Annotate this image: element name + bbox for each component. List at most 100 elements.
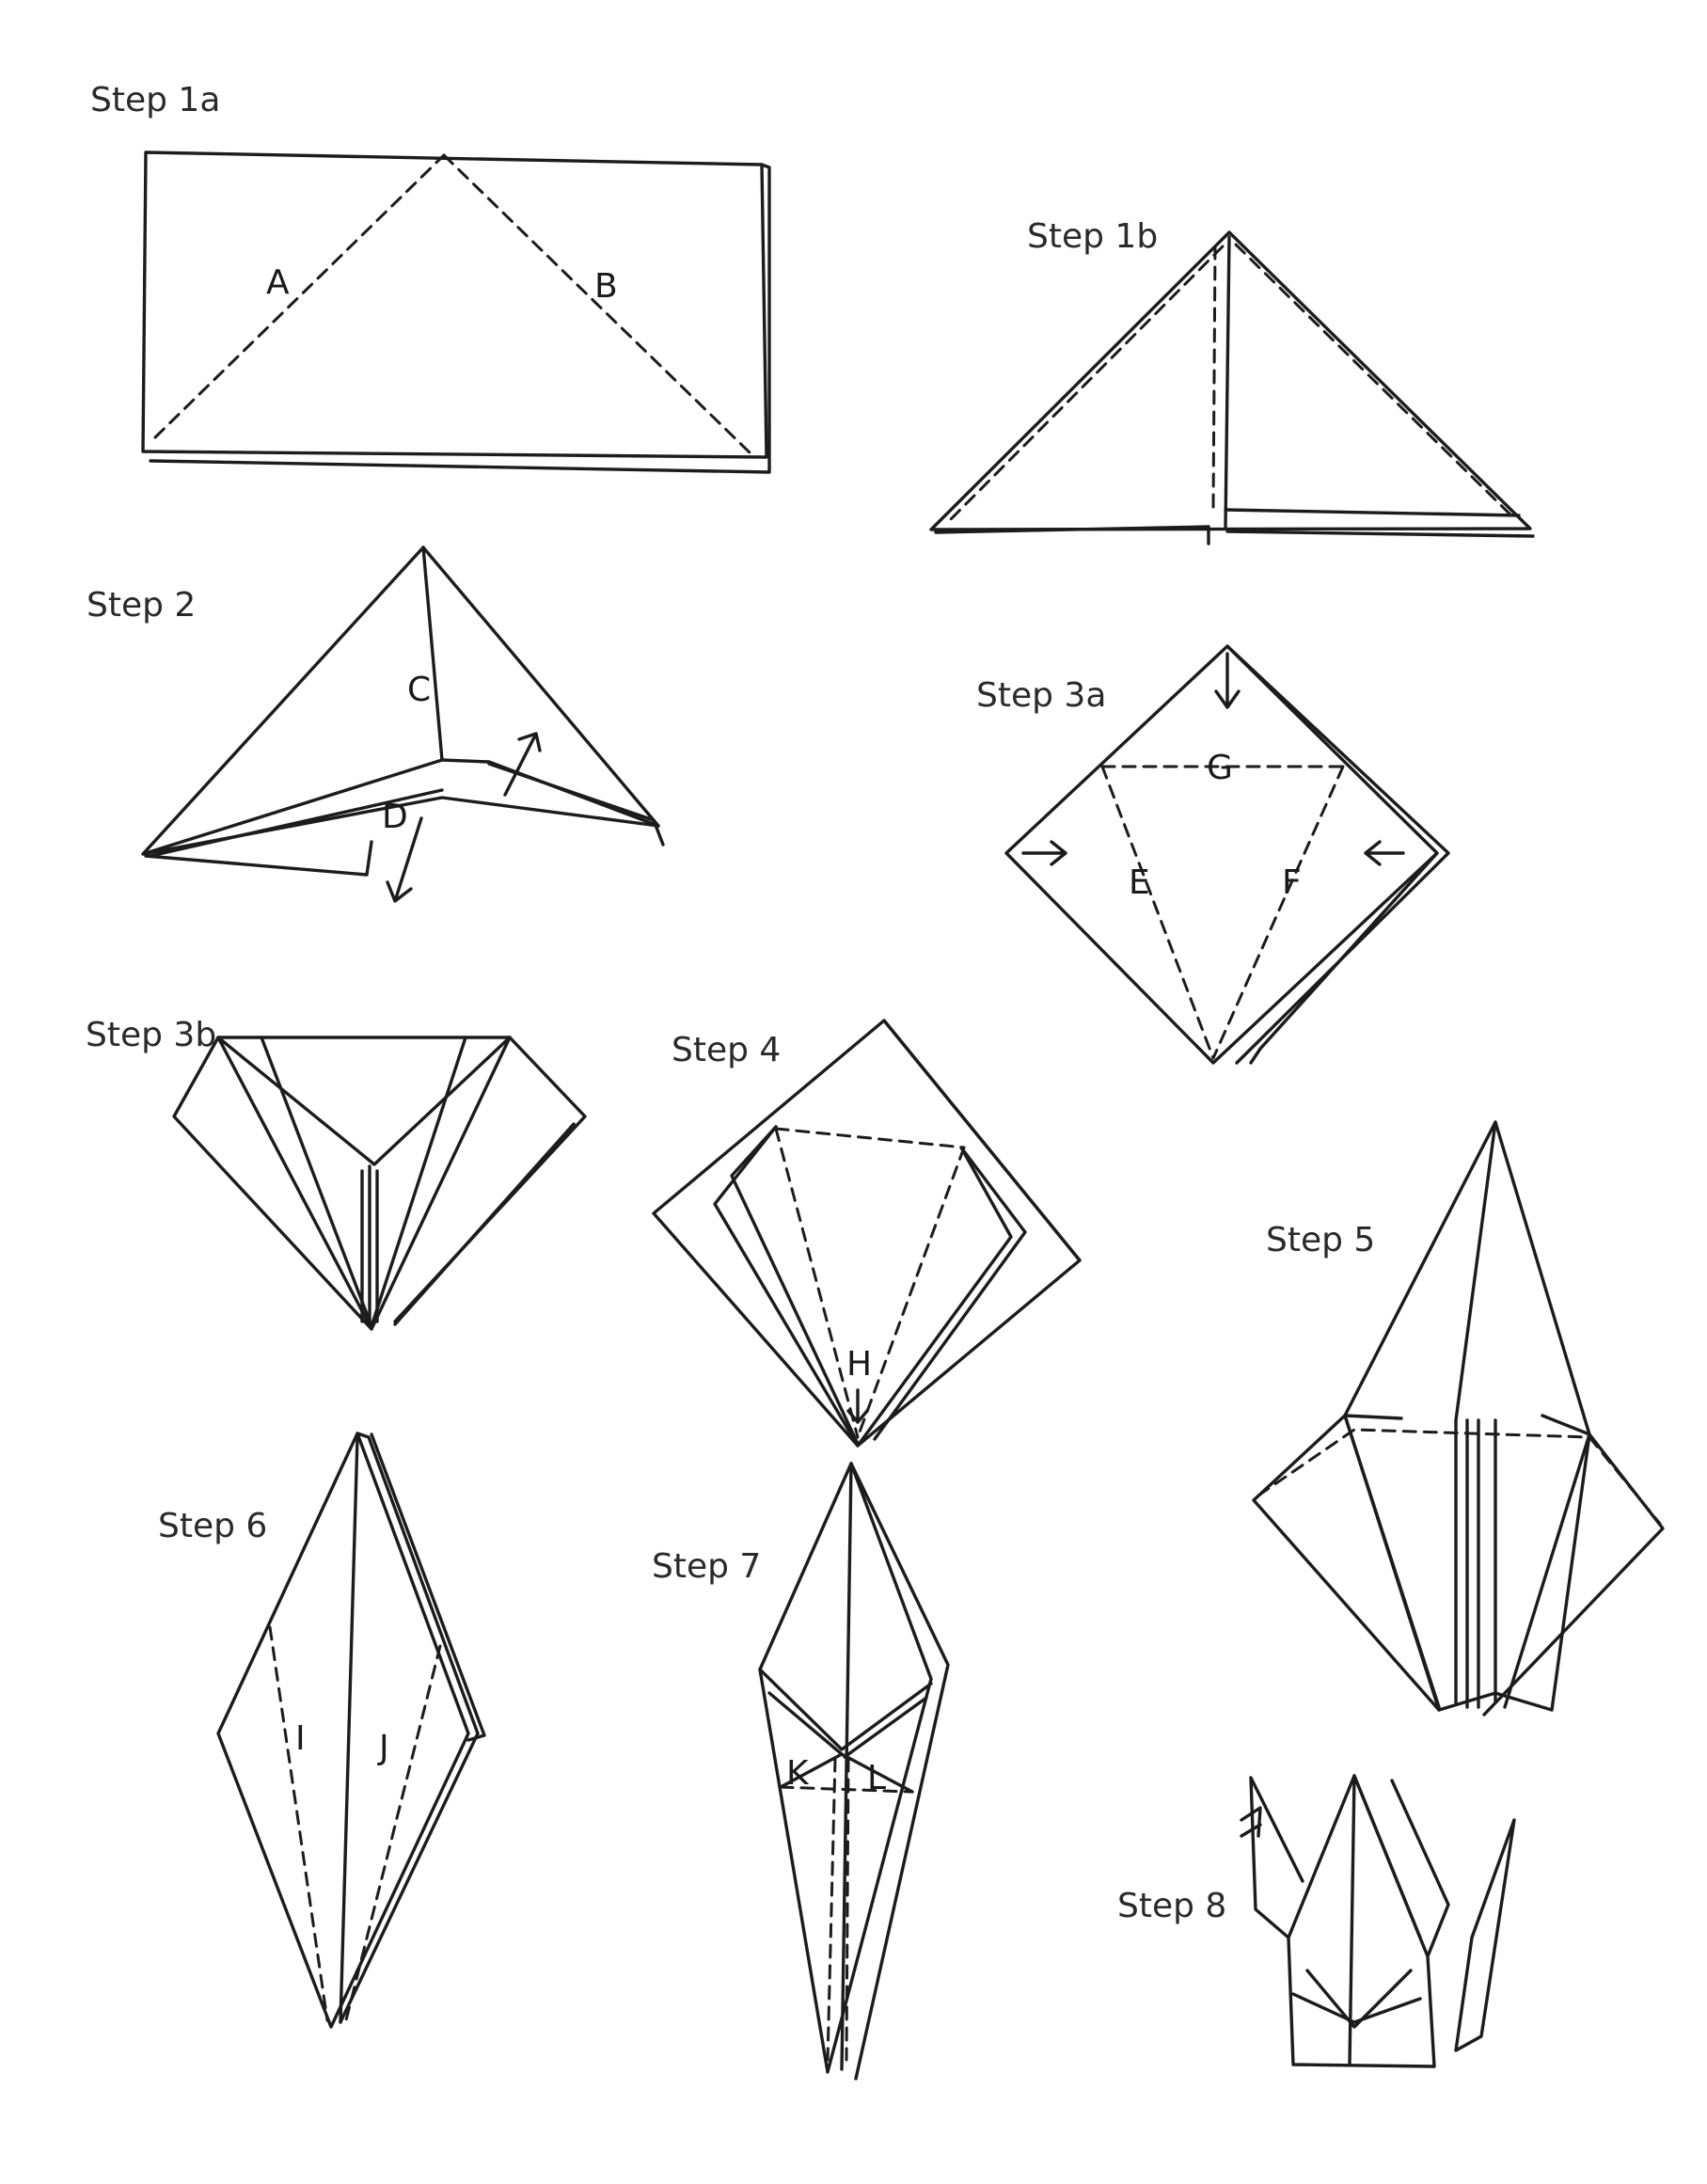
fold-line-a bbox=[153, 153, 446, 439]
fold-line-left bbox=[774, 1127, 860, 1439]
fold-label-l: L bbox=[867, 1759, 886, 1797]
arrow-left bbox=[1364, 840, 1405, 866]
preliminary-base-square bbox=[1004, 644, 1439, 1065]
right-flap-edge bbox=[873, 1146, 1027, 1441]
body-lower-folds bbox=[1291, 1992, 1422, 2024]
fold-label-e: E bbox=[1129, 863, 1150, 902]
crease-c bbox=[421, 546, 444, 762]
fold-line-i bbox=[268, 1625, 329, 2022]
step-1a-diagram: Step 1a A B bbox=[90, 81, 771, 474]
back-layer bbox=[849, 1462, 950, 2081]
fold-line-kl bbox=[779, 1785, 912, 1794]
back-layer-edge bbox=[393, 1122, 576, 1326]
step-3b-diagram: Step 3b bbox=[86, 1016, 587, 1331]
arrow-up-right bbox=[503, 732, 542, 797]
narrowed-kite bbox=[758, 1462, 933, 2074]
step-6-title: Step 6 bbox=[158, 1507, 267, 1545]
crease-d-upper bbox=[141, 758, 444, 856]
inner-v bbox=[216, 1036, 512, 1166]
top-right-edge bbox=[882, 1019, 1082, 1262]
fold-line-right bbox=[856, 1146, 966, 1439]
step-6-diagram: Step 6 I J bbox=[158, 1432, 486, 2029]
fold-label-a: A bbox=[266, 263, 290, 302]
fold-line-center bbox=[1211, 245, 1217, 510]
inner-flap-edges bbox=[767, 1691, 928, 1759]
paper-back-layer bbox=[149, 163, 771, 474]
fold-line-top bbox=[774, 1127, 966, 1149]
step-5-title: Step 5 bbox=[1266, 1221, 1375, 1259]
step-1a-title: Step 1a bbox=[90, 81, 220, 119]
back-layer-edge bbox=[1225, 644, 1450, 1065]
fold-line-b bbox=[442, 153, 752, 455]
fold-line-center bbox=[826, 1757, 850, 2062]
fold-label-g: G bbox=[1207, 749, 1233, 787]
step-7-diagram: Step 7 K L bbox=[652, 1462, 950, 2081]
back-layer bbox=[487, 762, 665, 847]
step-2-diagram: Step 2 C D bbox=[87, 546, 665, 903]
step-8-diagram: Step 8 bbox=[1117, 1774, 1516, 2068]
left-wing bbox=[172, 1036, 373, 1331]
arrow-down-left bbox=[386, 816, 423, 903]
wing-edges bbox=[1343, 1414, 1591, 1436]
arrow-down bbox=[1214, 652, 1241, 709]
step-3a-title: Step 3a bbox=[976, 676, 1106, 715]
paper-rectangle bbox=[141, 150, 768, 459]
center-crease bbox=[1224, 235, 1231, 529]
lower-flap bbox=[934, 525, 1210, 546]
step-8-title: Step 8 bbox=[1117, 1887, 1226, 1925]
tail bbox=[1454, 1818, 1516, 2052]
fold-label-b: B bbox=[594, 267, 618, 306]
center-line bbox=[339, 1435, 359, 2024]
fold-line-right bbox=[1234, 243, 1518, 522]
step-3a-diagram: Step 3a G E F bbox=[976, 644, 1450, 1065]
arrow-h-down bbox=[846, 1388, 869, 1424]
left-wing-lower bbox=[1252, 1414, 1441, 1712]
side-creases bbox=[260, 1036, 467, 1328]
fold-label-c: C bbox=[407, 671, 431, 709]
step-3b-title: Step 3b bbox=[86, 1016, 216, 1054]
arrow-right bbox=[1021, 840, 1067, 866]
right-wing-lower bbox=[1482, 1432, 1665, 1717]
right-wing bbox=[1390, 1779, 1450, 1958]
fold-label-j: J bbox=[377, 1729, 389, 1767]
bottom-back-layer bbox=[1225, 530, 1535, 538]
head-tip bbox=[1240, 1806, 1262, 1838]
center-layers bbox=[360, 1164, 379, 1328]
triangle-base bbox=[929, 230, 1532, 531]
center-line bbox=[840, 1462, 853, 2071]
fold-label-h: H bbox=[846, 1345, 872, 1384]
kite-back-layer bbox=[339, 1432, 480, 2024]
fold-line-j bbox=[344, 1644, 442, 2022]
fold-label-k: K bbox=[786, 1754, 810, 1793]
left-flap-edge bbox=[730, 1125, 860, 1446]
bottom-flap bbox=[144, 840, 373, 877]
step-5-diagram: Step 5 bbox=[1252, 1120, 1665, 1717]
side-creases bbox=[1343, 1414, 1591, 1709]
step-1b-title: Step 1b bbox=[1027, 217, 1158, 256]
folded-triangle bbox=[141, 546, 660, 856]
fold-line-left bbox=[946, 245, 1225, 524]
step-4-title: Step 4 bbox=[672, 1031, 781, 1069]
step-1b-diagram: Step 1b bbox=[929, 217, 1535, 546]
inner-layer-edge bbox=[1249, 851, 1439, 1065]
back-edge bbox=[370, 1432, 486, 1742]
upper-flap-creases bbox=[758, 1668, 933, 1751]
step-2-title: Step 2 bbox=[87, 586, 196, 625]
inner-flap-edge bbox=[1224, 508, 1521, 517]
fold-line-e bbox=[1100, 765, 1215, 1060]
step-7-title: Step 7 bbox=[652, 1547, 761, 1586]
fold-line-horizontal bbox=[1257, 1428, 1662, 1526]
lower-creases bbox=[779, 1752, 914, 1794]
fold-label-d: D bbox=[382, 798, 408, 836]
step-4-diagram: Step 4 H bbox=[652, 1019, 1082, 1448]
kite-front bbox=[216, 1432, 470, 2029]
neck-head bbox=[1249, 1776, 1304, 1939]
front-kite bbox=[713, 1125, 1013, 1448]
fold-label-i: I bbox=[295, 1719, 306, 1758]
fold-line-f bbox=[1211, 765, 1345, 1060]
top-flap-triangle bbox=[216, 1036, 512, 1331]
body-inner-folds bbox=[1305, 1969, 1413, 2029]
body-center-creases bbox=[1348, 1774, 1422, 2066]
